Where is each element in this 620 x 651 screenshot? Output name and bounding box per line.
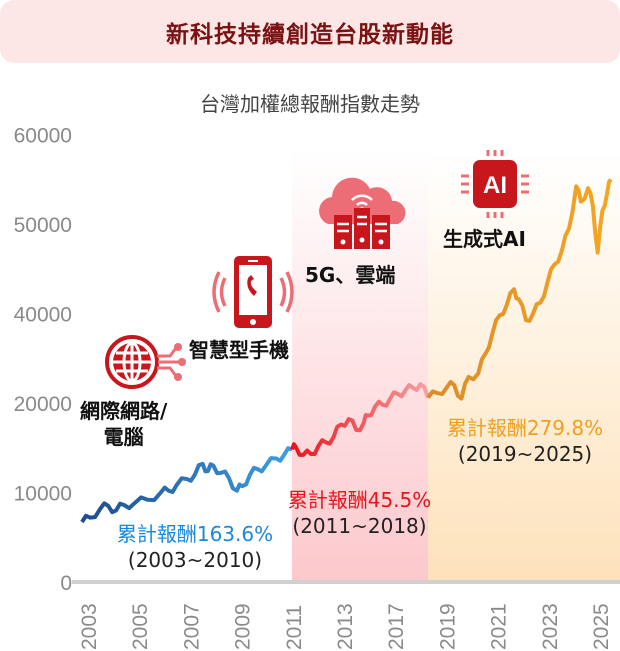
y-tick-label: 20000 — [14, 393, 72, 416]
x-tick-label: 2023 — [539, 603, 562, 650]
return-pct: 累計報酬163.6% — [116, 522, 274, 546]
cloud-server-icon — [319, 177, 406, 249]
x-tick-label: 2005 — [129, 603, 152, 650]
return-2019-2025: 累計報酬279.8% (2019~2025) — [430, 415, 620, 467]
x-tick-label: 2019 — [436, 603, 459, 650]
return-pct: 累計報酬45.5% — [287, 488, 432, 512]
era-5g-cloud-label: 5G、雲端 — [305, 263, 396, 287]
return-pct: 累計報酬279.8% — [446, 416, 604, 440]
y-tick-label: 50000 — [14, 214, 72, 237]
x-tick-label: 2021 — [488, 603, 511, 650]
era-internet-label: 網際網路/ 電腦 — [80, 398, 167, 450]
ai-chip-label: AI — [483, 172, 507, 199]
smartphone-icon — [212, 256, 294, 328]
x-tick-label: 2025 — [590, 603, 613, 650]
era-internet-line1: 網際網路/ — [80, 399, 168, 423]
y-tick-label: 40000 — [14, 304, 72, 327]
x-tick-label: 2007 — [180, 603, 203, 650]
return-2003-2010: 累計報酬163.6% (2003~2010) — [100, 521, 290, 573]
return-years: (2019~2025) — [457, 442, 593, 466]
x-tick-label: 2011 — [283, 605, 306, 650]
x-tick-label: 2013 — [334, 603, 357, 650]
shade-2019-2025 — [428, 150, 620, 581]
return-years: (2003~2010) — [127, 548, 263, 572]
x-tick-label: 2009 — [232, 603, 255, 650]
chart-title: 台灣加權總報酬指數走勢 — [200, 92, 420, 116]
y-tick-label: 60000 — [14, 125, 72, 148]
series-line-2011-2018 — [290, 382, 430, 457]
era-internet-line2: 電腦 — [103, 425, 144, 449]
y-tick-label: 0 — [60, 572, 72, 595]
return-years: (2011~2018) — [292, 514, 427, 538]
ai-chip-icon: AI — [461, 150, 529, 218]
title-banner: 新科技持續創造台股新動能 — [0, 0, 620, 63]
y-tick-label: 10000 — [14, 483, 72, 506]
series-line-2003-2010 — [80, 446, 293, 524]
x-tick-label: 2017 — [385, 603, 408, 650]
era-genai-label: 生成式AI — [443, 227, 526, 251]
x-tick-label: 2003 — [78, 603, 101, 650]
series-line-2019-2025 — [426, 178, 613, 401]
era-smartphone-label: 智慧型手機 — [189, 338, 289, 362]
main-title: 新科技持續創造台股新動能 — [166, 21, 454, 48]
return-2011-2018: 累計報酬45.5% (2011~2018) — [272, 487, 447, 539]
globe-circuit-icon — [105, 335, 186, 389]
